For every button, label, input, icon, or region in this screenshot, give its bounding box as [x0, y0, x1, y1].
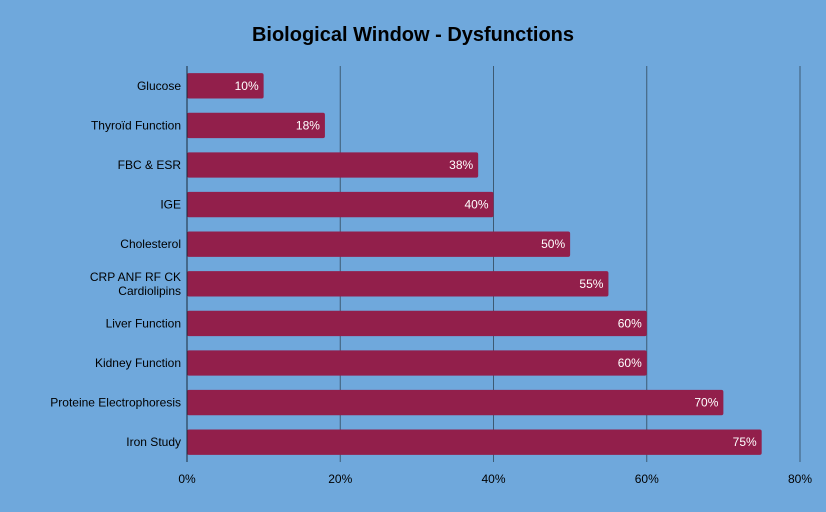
category-label: IGE — [160, 198, 181, 212]
category-label-line: Kidney Function — [95, 356, 181, 370]
category-label-line: Thyroïd Function — [91, 118, 181, 132]
category-label: Proteine Electrophoresis — [50, 396, 181, 410]
category-label: FBC & ESR — [118, 158, 182, 172]
data-label: 40% — [464, 198, 488, 212]
category-label-line: Glucose — [137, 79, 181, 93]
x-tick-label: 40% — [481, 472, 505, 486]
bar — [187, 231, 571, 257]
category-label: Thyroïd Function — [91, 118, 181, 132]
category-label-line: IGE — [160, 198, 181, 212]
data-label: 55% — [579, 277, 603, 291]
category-label: Liver Function — [106, 316, 181, 330]
category-label-line: CRP ANF RF CK — [90, 270, 181, 284]
bar — [187, 350, 647, 376]
data-label: 60% — [618, 356, 642, 370]
data-label: 18% — [296, 118, 320, 132]
bar — [187, 271, 609, 297]
x-tick-label: 80% — [788, 472, 812, 486]
category-label-line: Iron Study — [126, 435, 181, 449]
data-label: 10% — [235, 79, 259, 93]
data-label: 38% — [449, 158, 473, 172]
chart-title: Biological Window - Dysfunctions — [251, 24, 575, 46]
bar — [187, 310, 647, 337]
category-label-line: Liver Function — [106, 316, 181, 330]
bar — [187, 73, 264, 99]
data-label: 50% — [541, 237, 565, 251]
category-label: Kidney Function — [95, 356, 181, 370]
bar — [187, 112, 325, 139]
category-label-line: Cholesterol — [120, 237, 181, 251]
category-label-line: Proteine Electrophoresis — [50, 396, 181, 410]
data-label: 75% — [733, 435, 757, 449]
data-label: 60% — [618, 316, 642, 330]
category-label: CRP ANF RF CK Cardiolipins — [90, 270, 181, 298]
x-tick-label: 20% — [328, 472, 352, 486]
bar — [187, 389, 724, 416]
bar — [187, 429, 762, 455]
x-tick-label: 60% — [635, 472, 659, 486]
x-tick-label: 0% — [178, 472, 196, 486]
category-label-line: FBC & ESR — [118, 158, 182, 172]
category-label-line: Cardiolipins — [118, 284, 181, 298]
bar — [187, 191, 494, 218]
bar — [187, 152, 479, 178]
category-label: Iron Study — [126, 435, 181, 449]
data-label: 70% — [694, 396, 718, 410]
category-label: Cholesterol — [120, 237, 181, 251]
category-label: Glucose — [137, 79, 181, 93]
